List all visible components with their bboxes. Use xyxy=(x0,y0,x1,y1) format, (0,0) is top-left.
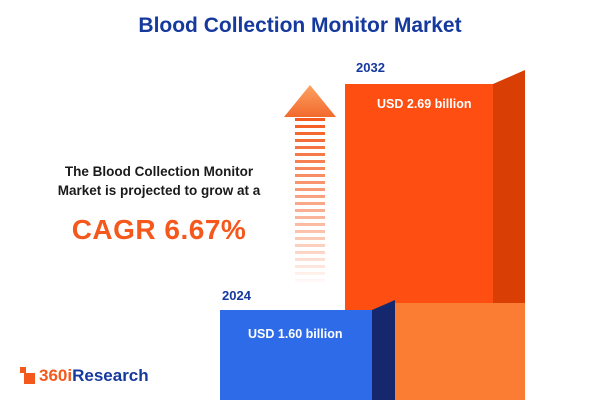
bar-2024 xyxy=(220,310,372,400)
brand-logo: 360iResearch xyxy=(20,367,149,384)
logo-squares-icon xyxy=(20,367,35,384)
logo-suffix: Research xyxy=(72,366,149,385)
growth-arrow-icon xyxy=(284,85,336,117)
bar-2032-value-label: USD 2.69 billion xyxy=(377,97,472,111)
logo-prefix: 360i xyxy=(39,366,73,385)
bar-2024-year-label: 2024 xyxy=(222,288,251,303)
bar-2024-value-label: USD 1.60 billion xyxy=(248,327,343,341)
cagr-value: CAGR 6.67% xyxy=(71,213,247,245)
page-title: Blood Collection Monitor Market xyxy=(138,14,462,37)
description-line-2: Market is projected to grow at a xyxy=(57,182,261,198)
bar-2032-light-section xyxy=(394,303,525,400)
market-description: The Blood Collection Monitor Market is p… xyxy=(28,163,290,249)
growth-arrow-shaft xyxy=(295,118,325,286)
bar-2032-year-label: 2032 xyxy=(356,60,385,75)
logo-text: 360iResearch xyxy=(39,367,149,384)
bar-2024-side-face xyxy=(372,300,395,400)
description-line-1: The Blood Collection Monitor xyxy=(64,164,254,179)
